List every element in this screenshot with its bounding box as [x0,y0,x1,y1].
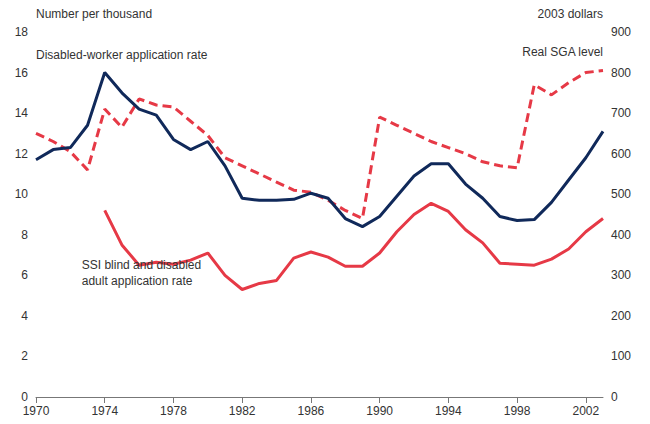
svg-text:800: 800 [611,66,631,80]
svg-text:200: 200 [611,309,631,323]
svg-text:4: 4 [21,309,28,323]
svg-text:1994: 1994 [435,404,462,418]
svg-text:Real SGA level: Real SGA level [522,45,603,59]
svg-text:900: 900 [611,25,631,39]
svg-text:18: 18 [15,25,29,39]
svg-text:1970: 1970 [23,404,50,418]
svg-text:1978: 1978 [160,404,187,418]
svg-text:400: 400 [611,228,631,242]
svg-text:12: 12 [15,147,29,161]
svg-text:1982: 1982 [229,404,256,418]
svg-text:Disabled-worker application ra: Disabled-worker application rate [36,48,208,62]
svg-text:500: 500 [611,187,631,201]
svg-text:0: 0 [21,390,28,404]
svg-text:6: 6 [21,268,28,282]
svg-text:600: 600 [611,147,631,161]
svg-text:1990: 1990 [366,404,393,418]
svg-text:16: 16 [15,66,29,80]
svg-text:2: 2 [21,349,28,363]
svg-text:0: 0 [611,390,618,404]
svg-text:1986: 1986 [298,404,325,418]
svg-text:8: 8 [21,228,28,242]
svg-text:10: 10 [15,187,29,201]
svg-text:2003 dollars: 2003 dollars [538,7,603,21]
svg-text:adult application rate: adult application rate [82,274,193,288]
svg-text:1974: 1974 [91,404,118,418]
svg-text:Number per thousand: Number per thousand [36,7,152,21]
svg-text:1998: 1998 [504,404,531,418]
svg-text:300: 300 [611,268,631,282]
svg-text:SSI blind and disabled: SSI blind and disabled [82,258,201,272]
svg-text:2002: 2002 [572,404,599,418]
svg-text:14: 14 [15,106,29,120]
svg-text:100: 100 [611,349,631,363]
svg-text:700: 700 [611,106,631,120]
